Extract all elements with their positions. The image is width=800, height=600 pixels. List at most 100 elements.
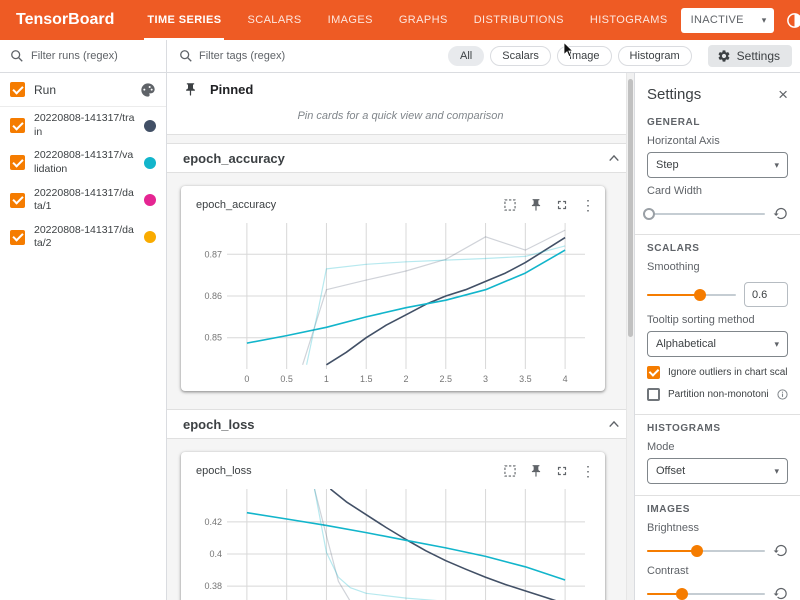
runs-filter-input[interactable] [31, 50, 149, 62]
scalar-card-epoch-loss: epoch_loss [181, 452, 605, 600]
fit-domain-icon[interactable] [503, 198, 517, 212]
svg-text:2.5: 2.5 [440, 374, 453, 384]
histogram-mode-select[interactable]: Offset ▾ [647, 458, 788, 484]
svg-text:0.87: 0.87 [204, 249, 222, 259]
settings-section-general: GENERAL Horizontal Axis Step ▾ Card Widt… [635, 109, 800, 235]
vertical-scrollbar[interactable] [626, 73, 634, 600]
section-heading: SCALARS [647, 243, 788, 254]
scalar-card-epoch-accuracy: epoch_accuracy [181, 186, 605, 391]
run-checkbox[interactable] [10, 155, 25, 170]
reset-icon[interactable] [773, 586, 788, 600]
slider-thumb[interactable] [694, 289, 706, 301]
contrast-slider[interactable] [647, 587, 765, 600]
theme-toggle-button[interactable] [783, 9, 800, 31]
run-row-validation[interactable]: 20220808-141317/validation [0, 144, 166, 181]
section-heading: GENERAL [647, 117, 788, 128]
pin-icon[interactable] [529, 198, 543, 212]
close-icon[interactable]: × [778, 86, 788, 103]
reset-icon[interactable] [773, 206, 788, 221]
epoch-loss-chart[interactable]: 00.511.522.533.540.360.380.40.42 [191, 483, 595, 600]
tooltip-sorting-select[interactable]: Alphabetical ▾ [647, 331, 788, 357]
tag-filter-input[interactable] [199, 50, 442, 62]
more-menu-icon[interactable]: ⋮ [581, 464, 595, 478]
run-checkbox[interactable] [10, 230, 25, 245]
section-header-epoch-loss[interactable]: epoch_loss [167, 409, 634, 439]
slider-thumb[interactable] [643, 208, 655, 220]
run-color-dot [144, 231, 156, 243]
tab-scalars[interactable]: SCALARS [234, 0, 314, 40]
svg-text:0.38: 0.38 [204, 581, 222, 591]
tab-time-series[interactable]: TIME SERIES [134, 0, 234, 40]
tab-histograms[interactable]: HISTOGRAMS [577, 0, 681, 40]
brightness-slider[interactable] [647, 544, 765, 558]
run-color-dot [144, 120, 156, 132]
run-row-data-2[interactable]: 20220808-141317/data/2 [0, 219, 166, 256]
partition-x-axis-row[interactable]: Partition non-monotonic X axis [647, 388, 788, 401]
slider-track [647, 213, 765, 215]
run-color-dot [144, 157, 156, 169]
reload-status-dropdown[interactable]: INACTIVE ▾ [681, 8, 775, 33]
search-icon [10, 49, 24, 63]
ignore-outliers-row[interactable]: Ignore outliers in chart scaling [647, 366, 788, 379]
card-title: epoch_accuracy [191, 199, 276, 211]
card-container: epoch_loss [167, 439, 634, 600]
gear-icon [717, 49, 731, 63]
settings-section-images: IMAGES Brightness Cont [635, 496, 800, 600]
chip-histogram[interactable]: Histogram [618, 46, 692, 66]
run-checkbox[interactable] [10, 118, 25, 133]
settings-button-label: Settings [737, 49, 780, 63]
pin-icon[interactable] [529, 464, 543, 478]
more-menu-icon[interactable]: ⋮ [581, 198, 595, 212]
run-row-data-1[interactable]: 20220808-141317/data/1 [0, 182, 166, 219]
cards-area: Pinned Pin cards for a quick view and co… [167, 73, 634, 600]
section-header-epoch-accuracy[interactable]: epoch_accuracy [167, 143, 634, 173]
tag-filter-bar: All Scalars Image Histogram Settings [167, 40, 800, 73]
smoothing-label: Smoothing [647, 261, 788, 273]
fullscreen-icon[interactable] [555, 464, 569, 478]
slider-thumb[interactable] [676, 588, 688, 600]
svg-text:0: 0 [244, 374, 249, 384]
svg-text:1: 1 [324, 374, 329, 384]
runs-sidebar: Run 20220808-141317/train 20220808-14131… [0, 40, 167, 600]
content: Run 20220808-141317/train 20220808-14131… [0, 40, 800, 600]
settings-panel-toggle-button[interactable]: Settings [708, 45, 792, 67]
run-row-train[interactable]: 20220808-141317/train [0, 107, 166, 144]
chip-all[interactable]: All [448, 46, 484, 66]
horizontal-axis-label: Horizontal Axis [647, 135, 788, 147]
contrast-label: Contrast [647, 565, 788, 577]
run-name: 20220808-141317/validation [34, 149, 135, 176]
fullscreen-icon[interactable] [555, 198, 569, 212]
horizontal-axis-select[interactable]: Step ▾ [647, 152, 788, 178]
select-all-runs-checkbox[interactable] [10, 82, 25, 97]
reset-icon[interactable] [773, 543, 788, 558]
chevron-up-icon[interactable] [608, 153, 620, 163]
smoothing-slider[interactable] [647, 288, 736, 302]
svg-text:3: 3 [483, 374, 488, 384]
pinned-title: Pinned [210, 82, 253, 97]
settings-panel: Settings × GENERAL Horizontal Axis Step … [634, 73, 800, 600]
fit-domain-icon[interactable] [503, 464, 517, 478]
ignore-outliers-checkbox[interactable] [647, 366, 660, 379]
tab-images[interactable]: IMAGES [315, 0, 386, 40]
section-heading: IMAGES [647, 504, 788, 515]
smoothing-value-input[interactable] [744, 282, 788, 307]
scrollbar-thumb[interactable] [628, 79, 633, 337]
run-checkbox[interactable] [10, 193, 25, 208]
tooltip-sorting-value: Alphabetical [656, 338, 716, 350]
settings-panel-title: Settings [647, 86, 701, 103]
palette-icon[interactable] [140, 82, 156, 98]
chevron-up-icon[interactable] [608, 419, 620, 429]
run-name: 20220808-141317/train [34, 112, 135, 139]
tab-graphs[interactable]: GRAPHS [386, 0, 461, 40]
partition-x-axis-checkbox[interactable] [647, 388, 660, 401]
tensorboard-app: TensorBoard TIME SERIES SCALARS IMAGES G… [0, 0, 800, 600]
slider-thumb[interactable] [691, 545, 703, 557]
chip-image[interactable]: Image [557, 46, 612, 66]
main-column: All Scalars Image Histogram Settings [167, 40, 800, 600]
card-width-slider[interactable] [647, 207, 765, 221]
tab-distributions[interactable]: DISTRIBUTIONS [461, 0, 577, 40]
epoch-accuracy-chart[interactable]: 00.511.522.533.540.850.860.87 [191, 217, 595, 389]
histogram-mode-label: Mode [647, 441, 788, 453]
chip-scalars[interactable]: Scalars [490, 46, 551, 66]
svg-text:0.42: 0.42 [204, 517, 222, 527]
